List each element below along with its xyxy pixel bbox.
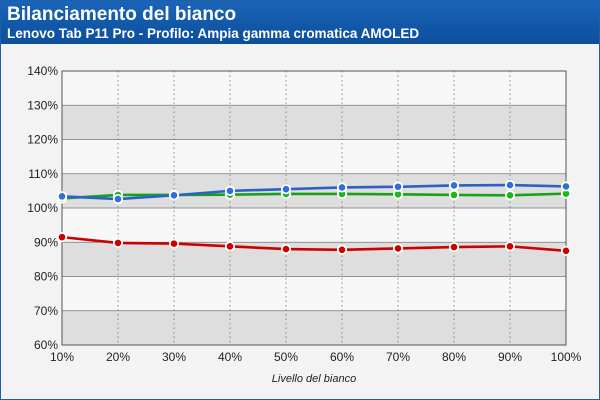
chart-header: Bilanciamento del bianco Lenovo Tab P11 … [1, 1, 599, 44]
data-point [504, 179, 516, 191]
y-tick-label: 80% [34, 270, 58, 284]
data-point [448, 180, 460, 191]
y-tick-label: 90% [34, 235, 58, 249]
series-line [61, 183, 567, 201]
y-tick-label: 120% [27, 133, 58, 147]
x-tick-label: 100% [551, 350, 582, 364]
y-axis-ticks: 60% 70% 80% 90% 100% 110% 120% 130% 140% [27, 64, 58, 352]
data-point [504, 241, 516, 252]
y-tick-label: 130% [27, 98, 58, 112]
series-points [56, 179, 572, 256]
series-lines [61, 183, 567, 253]
data-point [560, 245, 572, 256]
x-axis-title: Livello del bianco [272, 373, 356, 385]
data-point [560, 181, 572, 192]
x-tick-label: 30% [162, 350, 186, 364]
data-point [336, 244, 348, 255]
x-tick-label: 10% [50, 350, 74, 364]
chart-title: Bilanciamento del bianco [7, 4, 237, 25]
y-tick-label: 110% [28, 167, 58, 181]
series-line [61, 235, 567, 253]
data-point [336, 182, 348, 193]
plot-bands [62, 71, 566, 345]
x-tick-label: 50% [274, 350, 298, 364]
x-tick-label: 90% [498, 350, 522, 364]
y-tick-label: 100% [27, 201, 58, 215]
data-point [448, 189, 460, 201]
plot-band [62, 105, 566, 140]
y-tick-label: 70% [34, 304, 58, 318]
data-point [224, 185, 236, 196]
plot-band [62, 71, 566, 106]
plot-band [62, 276, 566, 311]
data-point [168, 190, 180, 201]
data-point [112, 193, 124, 205]
x-tick-label: 60% [330, 350, 354, 364]
y-tick-label: 140% [27, 64, 58, 78]
data-point [504, 190, 516, 201]
y-tick-label: 60% [34, 338, 58, 352]
plot-band [62, 208, 566, 243]
data-point [280, 244, 292, 255]
x-tick-label: 70% [386, 350, 410, 364]
data-point [224, 241, 236, 252]
series-line [61, 192, 567, 200]
data-point [56, 191, 68, 202]
x-tick-label: 20% [106, 350, 130, 364]
data-point [448, 241, 460, 253]
x-tick-label: 80% [442, 350, 466, 364]
data-point [392, 181, 404, 192]
plot-band [62, 310, 566, 345]
data-point [280, 184, 292, 195]
data-point [112, 237, 124, 249]
data-point [56, 232, 68, 243]
data-point [392, 243, 404, 254]
plot-border [61, 70, 567, 346]
plot-band [62, 173, 566, 208]
x-tick-label: 40% [218, 350, 242, 364]
plot-band [62, 139, 566, 174]
data-point [168, 238, 180, 249]
x-axis-ticks: 10% 20% 30% 40% 50% 60% 70% 80% 90% 100% [50, 350, 582, 364]
chart-subtitle: Lenovo Tab P11 Pro - Profilo: Ampia gamm… [7, 26, 420, 41]
